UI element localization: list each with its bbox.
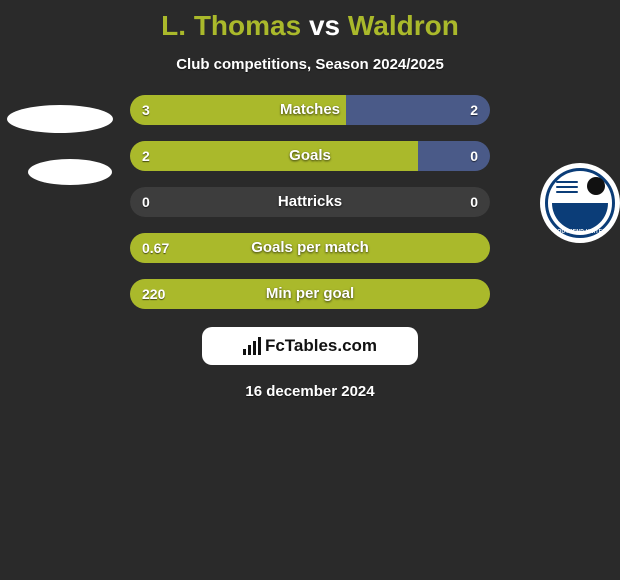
page-title: L. Thomas vs Waldron bbox=[0, 10, 620, 42]
bar-rows: 32Matches 20Goals 00Hattricks 0.67Goals per… bbox=[130, 95, 490, 309]
bar-chart-icon bbox=[243, 337, 261, 355]
badge-ball-icon bbox=[587, 177, 605, 195]
subtitle: Club competitions, Season 2024/2025 bbox=[0, 56, 620, 73]
stat-label: Goals bbox=[130, 141, 490, 171]
stat-label: Hattricks bbox=[130, 187, 490, 217]
title-player-right: Waldron bbox=[348, 10, 459, 41]
avatar-left-top bbox=[7, 105, 113, 133]
badge-text: SOUTHEND UNITED bbox=[554, 229, 607, 235]
date-line: 16 december 2024 bbox=[0, 383, 620, 400]
stat-row: 00Hattricks bbox=[130, 187, 490, 217]
stat-label: Matches bbox=[130, 95, 490, 125]
stats-area: SOUTHEND UNITED 32Matches 20Goals 00Hattri… bbox=[0, 95, 620, 309]
comparison-card: L. Thomas vs Waldron Club competitions, … bbox=[0, 0, 620, 410]
title-vs: vs bbox=[301, 10, 348, 41]
title-player-left: L. Thomas bbox=[161, 10, 301, 41]
stat-label: Goals per match bbox=[130, 233, 490, 263]
badge-waves-icon bbox=[556, 181, 578, 195]
club-badge-icon: SOUTHEND UNITED bbox=[540, 163, 620, 243]
stat-row: 32Matches bbox=[130, 95, 490, 125]
stat-row: 0.67Goals per match bbox=[130, 233, 490, 263]
stat-row: 20Goals bbox=[130, 141, 490, 171]
fctables-logo: FcTables.com bbox=[202, 327, 418, 365]
avatar-left-mid bbox=[28, 159, 112, 185]
logo-text: FcTables.com bbox=[265, 336, 377, 356]
stat-label: Min per goal bbox=[130, 279, 490, 309]
stat-row: 220Min per goal bbox=[130, 279, 490, 309]
